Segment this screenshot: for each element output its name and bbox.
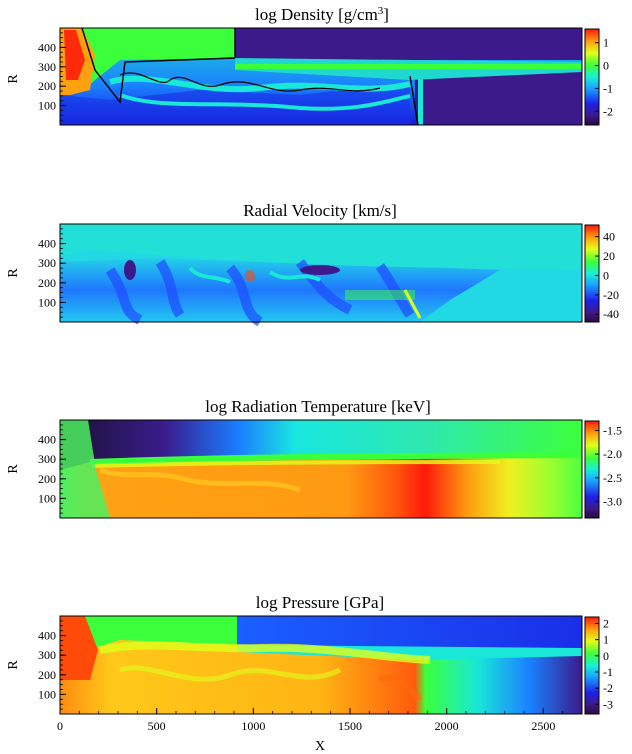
panel-velocity-colorbar: 40 20 0 -20 -40	[584, 224, 619, 323]
y-tick-label: 200	[38, 79, 56, 93]
colorbar-tick-label: -1.5	[603, 423, 622, 437]
colorbar-tick-label: -3.0	[603, 494, 622, 508]
x-tick-label: 1000	[241, 719, 265, 733]
x-tick-label: 500	[148, 719, 166, 733]
y-tick-label: 400	[38, 40, 56, 54]
colorbar-tick-label: -2	[603, 104, 613, 118]
panel-radtemp-ylabel: R	[6, 464, 21, 474]
x-tick-label: 0	[57, 719, 63, 733]
colorbar-tick-label: 0	[603, 649, 609, 663]
colorbar-tick-label: -2.0	[603, 447, 622, 461]
panel-pressure-ylabel: R	[6, 660, 21, 670]
panel-radtemp: log Radiation Temperature [keV] 100 200 30…	[6, 397, 622, 519]
y-tick-label: 100	[38, 491, 56, 505]
panel-radtemp-title: log Radiation Temperature [keV]	[205, 397, 431, 416]
y-tick-label: 100	[38, 687, 56, 701]
x-tick-label: 2000	[435, 719, 459, 733]
panel-velocity-ylabel: R	[6, 268, 21, 278]
panel-pressure-yaxis: 100 200 300 400	[38, 615, 66, 715]
colorbar-tick-label: 2	[603, 616, 609, 630]
panel-pressure-colorbar: 2 1 0 -1 -2 -3	[584, 616, 613, 715]
panel-pressure-title: log Pressure [GPa]	[256, 593, 384, 612]
colorbar-tick-label: -3	[603, 697, 613, 711]
colorbar-tick-label: 0	[603, 59, 609, 73]
y-tick-label: 400	[38, 629, 56, 643]
panel-velocity-title: Radial Velocity [km/s]	[243, 201, 397, 220]
colorbar-tick-label: 1	[603, 36, 609, 50]
y-tick-label: 100	[38, 295, 56, 309]
panel-density-colorbar: 1 0 -1 -2	[584, 28, 613, 126]
panel-density-yaxis: 100 200 300 400	[38, 27, 66, 126]
colorbar-tick-label: -40	[603, 307, 619, 321]
y-tick-label: 400	[38, 433, 56, 447]
panel-radtemp-colorbar: -1.5 -2.0 -2.5 -3.0	[584, 420, 622, 519]
colorbar-tick-label: -20	[603, 288, 619, 302]
y-tick-label: 100	[38, 99, 56, 113]
x-tick-label: 1500	[338, 719, 362, 733]
y-tick-label: 300	[38, 256, 56, 270]
radtemp-field	[60, 420, 583, 518]
velocity-field	[60, 224, 582, 327]
colorbar-tick-label: -1	[603, 665, 613, 679]
pressure-field	[60, 616, 582, 714]
y-tick-label: 300	[38, 648, 56, 662]
panel-velocity-yaxis: 100 200 300 400	[38, 223, 66, 323]
colorbar-tick-label: 1	[603, 633, 609, 647]
panel-pressure-xaxis: 0 500 1000 1500 2000 2500	[57, 708, 583, 733]
panel-density: log Density [g/cm3] 100 200 300 400 R 1 0 -1 -…	[6, 5, 613, 126]
y-tick-label: 200	[38, 668, 56, 682]
panel-density-ylabel: R	[6, 74, 21, 84]
colorbar-tick-label: -2	[603, 681, 613, 695]
y-tick-label: 300	[38, 452, 56, 466]
panel-pressure: log Pressure [GPa] 100 200 300 400 0 500 1000…	[6, 593, 613, 754]
panel-density-title: log Density [g/cm3]	[255, 5, 389, 24]
y-tick-label: 300	[38, 60, 56, 74]
y-tick-label: 400	[38, 237, 56, 251]
x-tick-label: 2500	[531, 719, 555, 733]
density-field	[60, 27, 582, 126]
colorbar-tick-label: -2.5	[603, 471, 622, 485]
y-tick-label: 200	[38, 276, 56, 290]
panel-pressure-xlabel: X	[315, 739, 325, 754]
panel-radtemp-yaxis: 100 200 300 400	[38, 419, 66, 519]
colorbar-tick-label: -1	[603, 81, 613, 95]
colorbar-tick-label: 0	[603, 268, 609, 282]
colorbar-tick-label: 40	[603, 230, 615, 244]
y-tick-label: 200	[38, 472, 56, 486]
colorbar-tick-label: 20	[603, 249, 615, 263]
